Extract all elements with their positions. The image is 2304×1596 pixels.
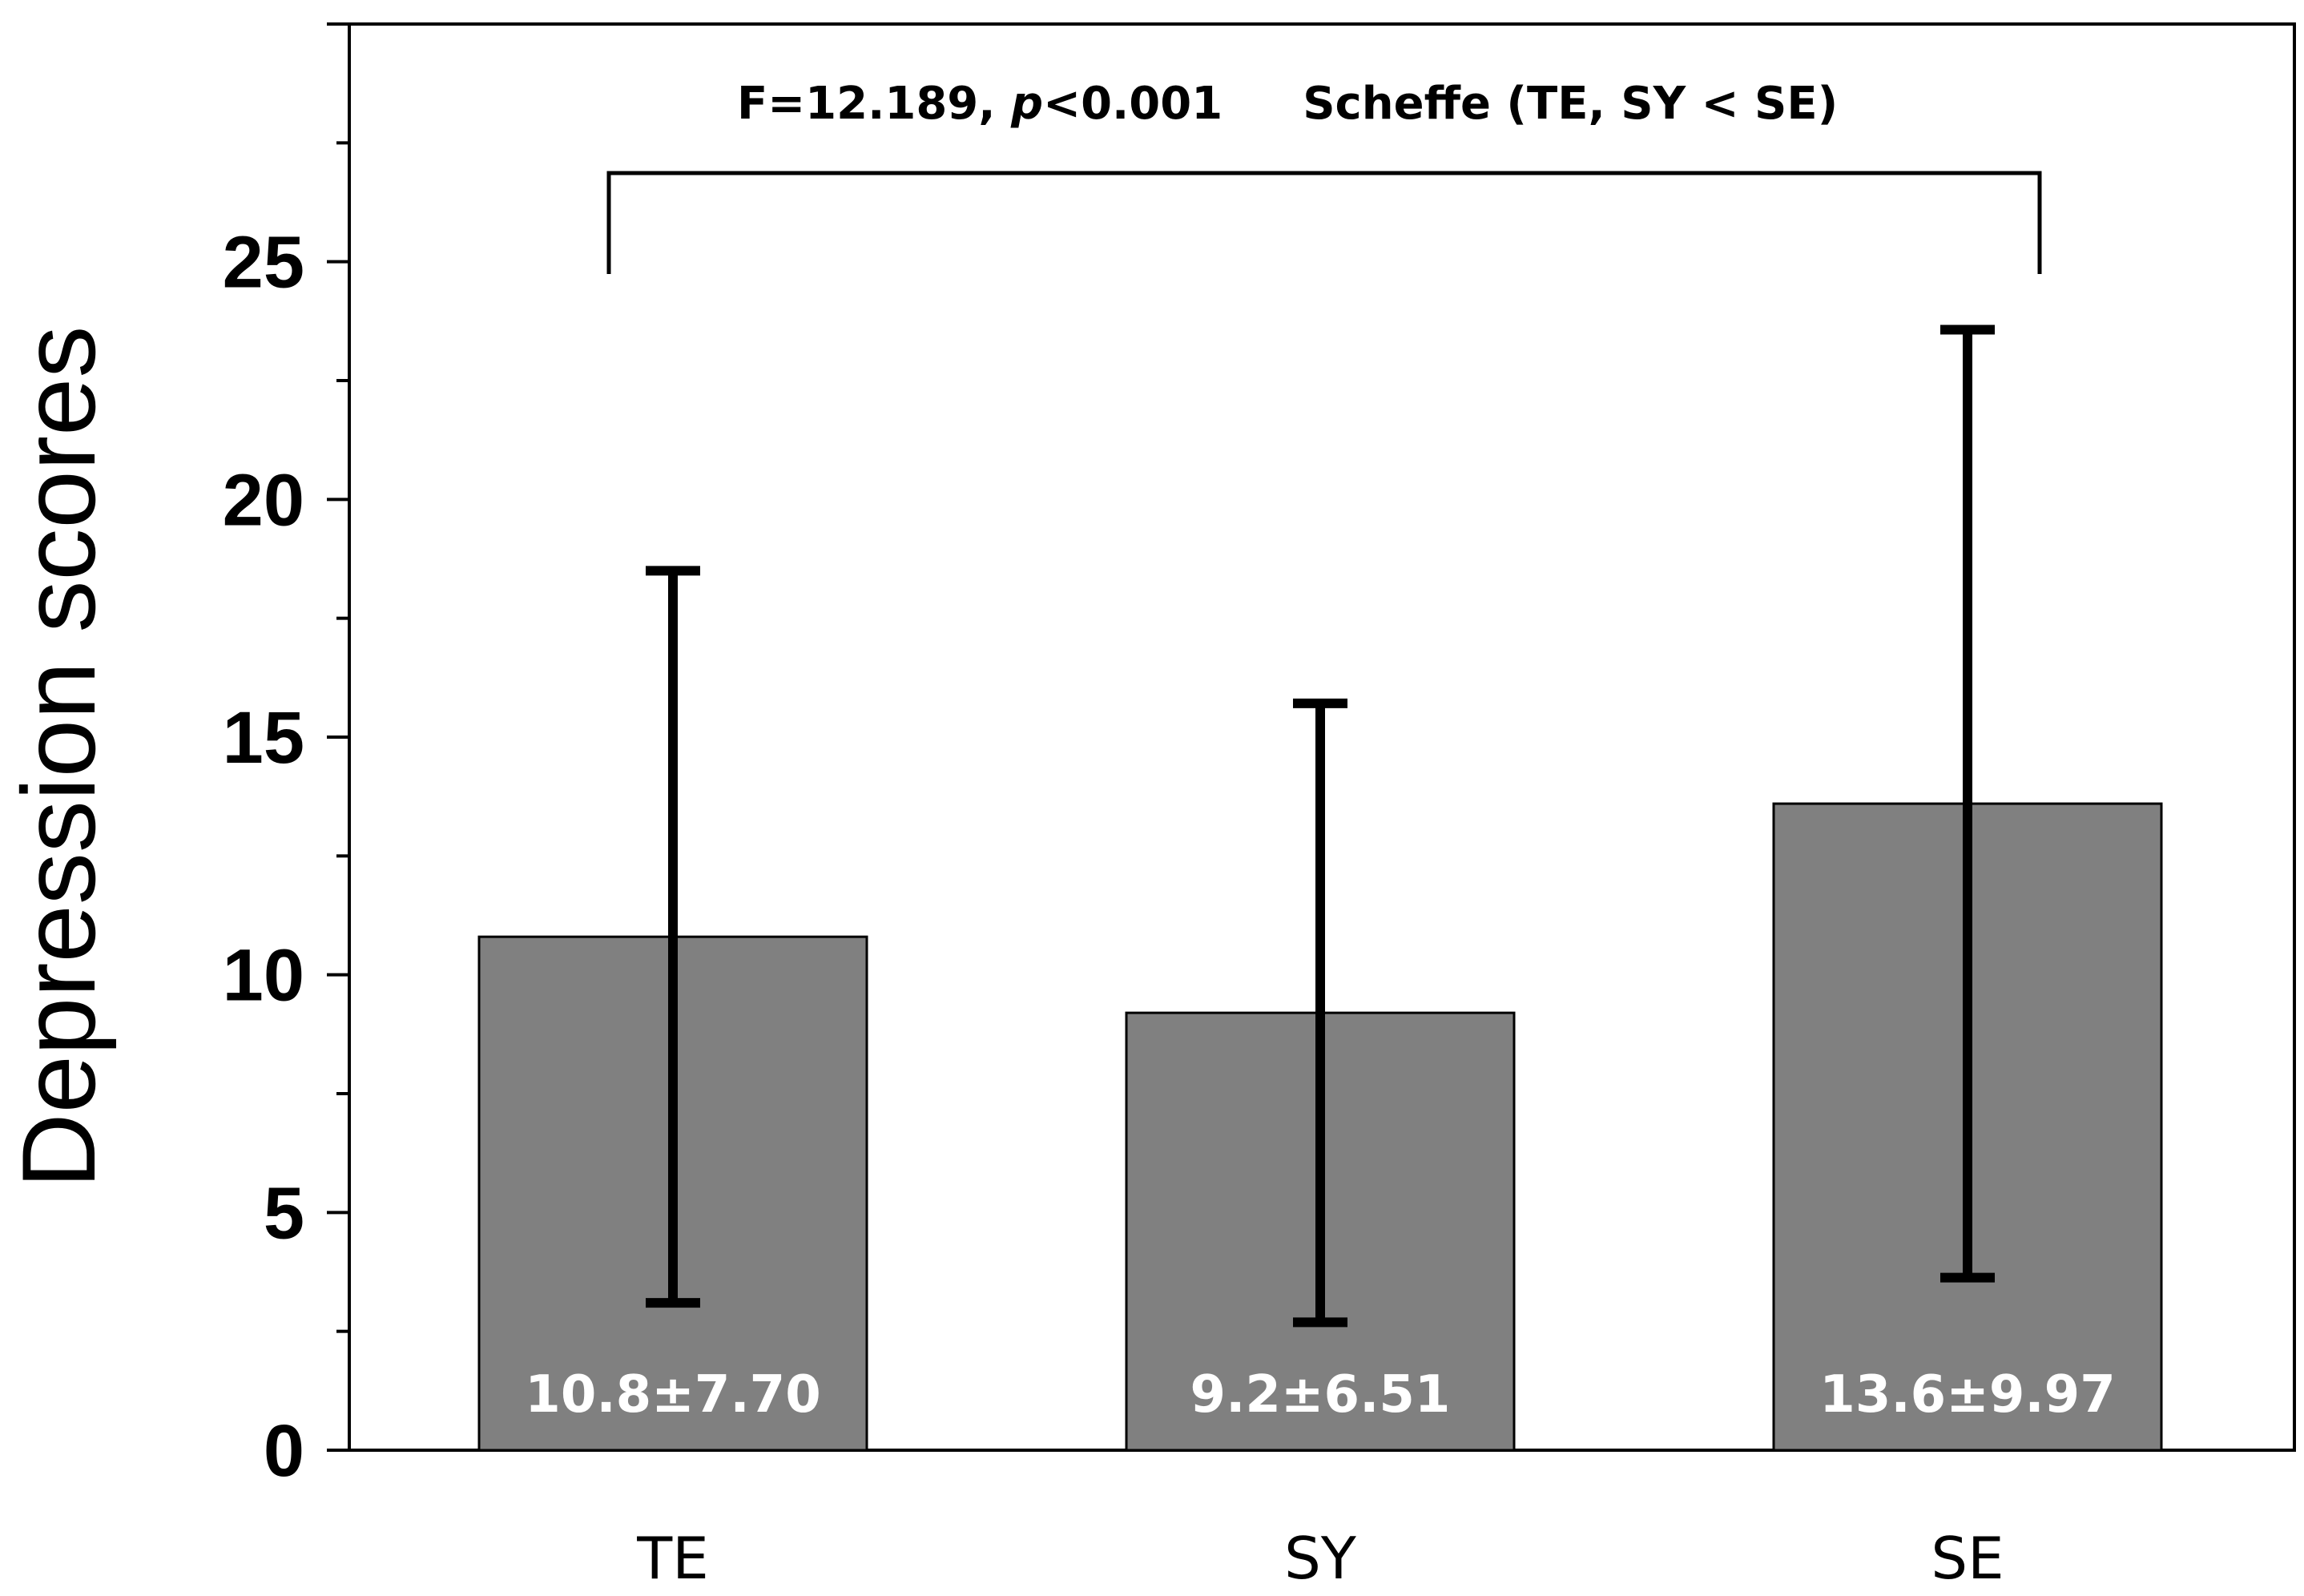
p-symbol: p [1010,78,1043,130]
x-axis-labels: TE SY SE [636,1525,2004,1592]
y-tick-label: 10 [223,935,304,1017]
y-axis-ticks: 0 5 10 15 20 25 [223,22,349,1492]
bar-value-label: 13.6±9.97 [1819,1365,2115,1425]
bar-value-label: 9.2±6.51 [1190,1365,1451,1425]
y-axis-title: Depression scores [0,326,117,1189]
f-statistic: F=12.189, [737,78,1011,130]
x-category-label: SY [1284,1525,1357,1592]
bar-value-label: 10.8±7.70 [525,1365,820,1425]
x-category-label: TE [636,1525,708,1592]
x-category-label: SE [1931,1525,2004,1592]
p-value: <0.001 [1043,78,1222,130]
significance-annotation: F=12.189, p<0.001 Scheffe (TE, SY < SE) [737,78,1838,130]
significance-bracket [606,171,2042,274]
y-tick-label: 5 [264,1172,304,1254]
bar-labels-group: 10.8±7.70 9.2±6.51 13.6±9.97 [525,1365,2115,1425]
y-tick-label: 0 [264,1410,304,1492]
error-bars-group [646,324,1995,1328]
y-tick-label: 25 [223,222,304,304]
posthoc-result: Scheffe (TE, SY < SE) [1303,78,1838,130]
y-tick-label: 15 [223,697,304,779]
y-tick-label: 20 [223,459,304,541]
bracket-line [606,171,2042,274]
